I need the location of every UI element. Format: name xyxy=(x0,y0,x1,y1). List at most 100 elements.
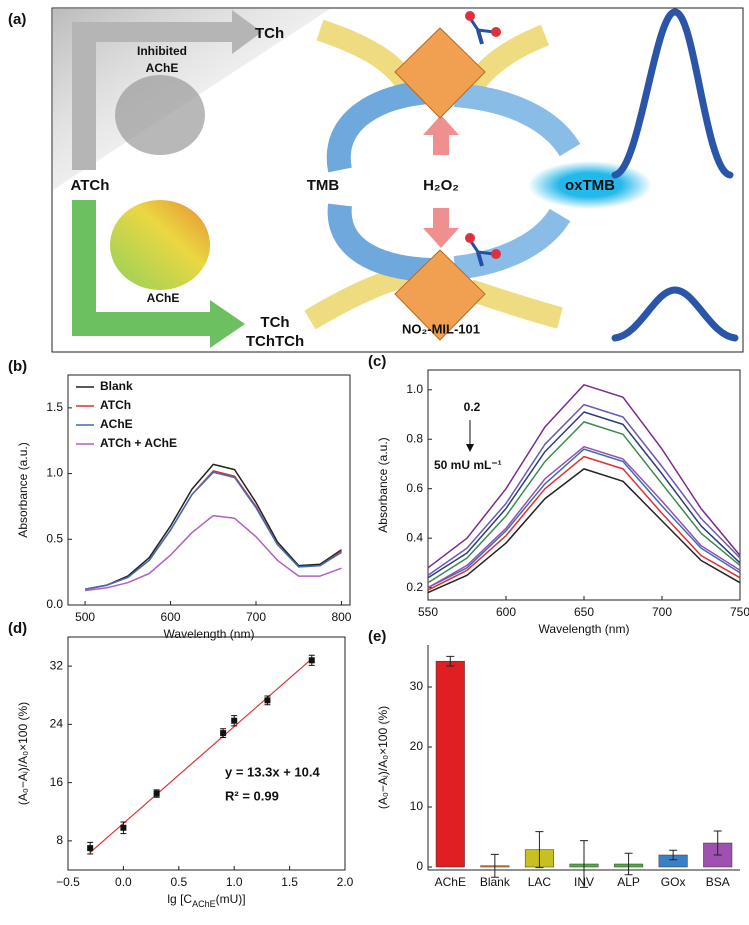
peak-large xyxy=(611,8,734,179)
x-tick-label: 600 xyxy=(161,610,181,624)
panel-label: (c) xyxy=(368,353,386,370)
label-part: (mU)] xyxy=(216,892,246,906)
series-line xyxy=(85,514,342,592)
y-tick-label: 0.4 xyxy=(406,530,423,544)
error-bar xyxy=(535,831,544,869)
protein xyxy=(110,200,210,290)
error-bar xyxy=(446,655,455,667)
series-line xyxy=(84,471,342,590)
error-bar xyxy=(580,840,588,888)
point xyxy=(153,790,160,797)
nitro-group xyxy=(465,11,501,45)
label: H₂O₂ xyxy=(423,177,459,194)
plot-frame xyxy=(67,374,351,606)
bar xyxy=(435,660,465,868)
y-tick-label: 24 xyxy=(50,717,64,731)
error-bar xyxy=(669,849,678,861)
error-bar xyxy=(490,853,499,878)
x-tick-label: 600 xyxy=(496,605,516,619)
nitro-group xyxy=(465,233,501,267)
arrow-blue xyxy=(453,208,571,280)
y-axis-label: Absorbance (a.u.) xyxy=(16,442,30,537)
octahedron xyxy=(394,249,486,341)
series-line xyxy=(427,445,741,589)
x-tick-label: AChE xyxy=(435,875,466,889)
x-tick-label: LAC xyxy=(528,875,552,889)
x-tick-label: ALP xyxy=(617,875,640,889)
x-tick-label: 1.0 xyxy=(226,875,243,889)
y-tick-label: 1.5 xyxy=(46,400,63,414)
legend-label: Blank xyxy=(100,379,133,393)
annotation: 0.2 xyxy=(464,400,481,414)
point xyxy=(220,730,227,737)
annotation: R² = 0.99 xyxy=(225,788,279,803)
label: AChE xyxy=(146,61,179,75)
annotation: y = 13.3x + 10.4 xyxy=(225,764,320,779)
arrow-blue xyxy=(453,83,581,157)
x-axis-label: Wavelength (nm) xyxy=(539,622,630,636)
series-line xyxy=(427,421,741,584)
fit-line xyxy=(89,658,313,853)
label: TCh xyxy=(260,314,289,331)
label-sub: AChE xyxy=(192,899,216,909)
legend-label: AChE xyxy=(100,417,133,431)
x-tick-label: 550 xyxy=(418,605,438,619)
series-line xyxy=(84,463,342,590)
series-line xyxy=(427,468,741,594)
label: TChTCh xyxy=(246,333,304,350)
point xyxy=(264,697,271,704)
y-tick-label: 30 xyxy=(410,679,424,693)
series-line xyxy=(84,470,342,590)
x-tick-label: 700 xyxy=(246,610,266,624)
x-tick-label: −0.5 xyxy=(56,875,80,889)
series-line xyxy=(427,411,741,579)
y-axis-label: (A₀−Aᵢ)/A₀×100 (%) xyxy=(376,706,390,809)
arrow-red xyxy=(423,208,459,248)
annotation: 50 mU mL⁻¹ xyxy=(434,458,502,472)
error-bar xyxy=(713,830,722,856)
point xyxy=(120,824,127,831)
panel-label: (e) xyxy=(368,628,386,645)
arrow-red xyxy=(423,115,459,155)
panel-label: (b) xyxy=(8,358,27,375)
series-line xyxy=(427,455,741,591)
y-tick-label: 32 xyxy=(50,658,64,672)
label: AChE xyxy=(147,291,180,305)
label: oxTMB xyxy=(565,177,615,194)
x-tick-label: 750 xyxy=(730,605,749,619)
legend-label: ATCh + AChE xyxy=(100,436,177,450)
series-line xyxy=(427,448,741,589)
y-tick-label: 10 xyxy=(410,799,424,813)
x-tick-label: 650 xyxy=(574,605,594,619)
peak-small xyxy=(611,286,739,342)
protein-inhibited xyxy=(115,75,205,155)
arrow-gray xyxy=(72,10,262,170)
x-tick-label: 0.0 xyxy=(115,875,132,889)
x-axis-label: Wavelength (nm) xyxy=(164,627,255,641)
x-tick-label: 1.5 xyxy=(281,875,298,889)
x-axis-label: lg [CAChE(mU)] xyxy=(167,892,245,909)
x-tick-label: GOx xyxy=(661,875,686,889)
y-axis-label: Absorbance (a.u.) xyxy=(376,437,390,532)
label-part: lg [C xyxy=(167,892,192,906)
point xyxy=(308,657,315,664)
arrow-blue xyxy=(327,203,431,282)
x-tick-label: BSA xyxy=(706,875,730,889)
label: TMB xyxy=(307,177,340,194)
series-line xyxy=(427,384,741,569)
label: Inhibited xyxy=(137,44,187,58)
y-tick-label: 0 xyxy=(416,859,423,873)
y-tick-label: 20 xyxy=(410,739,424,753)
label: NO₂-MIL-101 xyxy=(402,321,480,336)
panel-label: (a) xyxy=(8,11,26,28)
panel-a: (a) TCh Inhibited AChE ATCh AChE TCh TCh… xyxy=(8,7,744,353)
y-tick-label: 1.0 xyxy=(46,466,63,480)
x-tick-label: INV xyxy=(574,875,594,889)
legend-label: ATCh xyxy=(100,398,131,412)
y-axis-label: (A₀−Aᵢ)/A₀×100 (%) xyxy=(16,702,30,805)
y-tick-label: 0.5 xyxy=(46,531,63,545)
octahedron xyxy=(394,27,486,119)
label: TCh xyxy=(255,25,284,42)
